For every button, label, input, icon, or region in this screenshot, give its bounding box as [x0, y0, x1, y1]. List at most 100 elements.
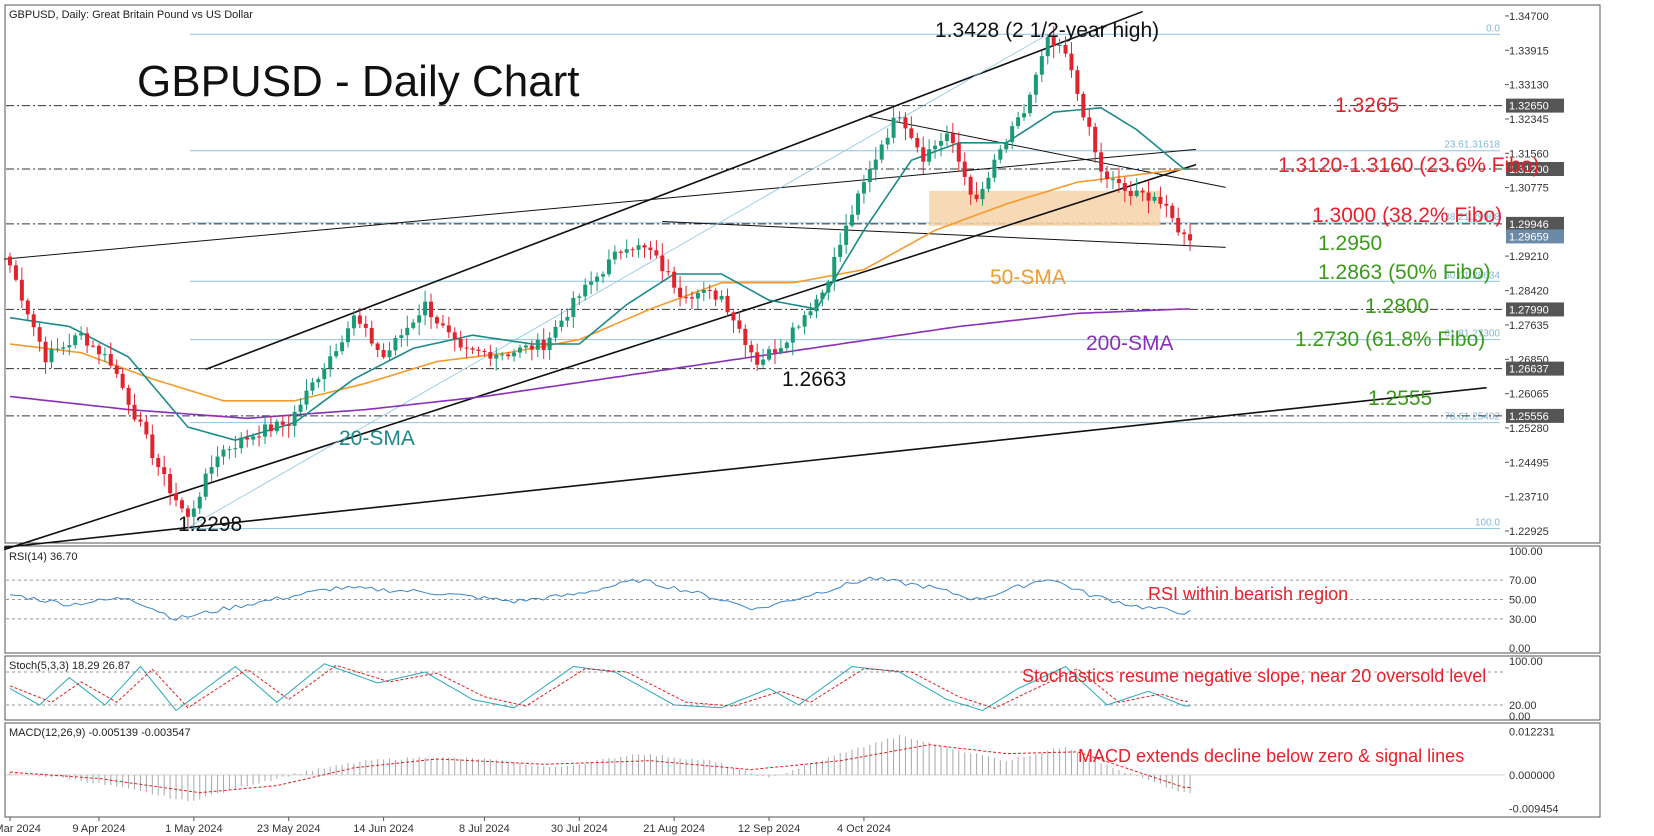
- candle-body: [494, 354, 499, 359]
- macd-annotation: MACD extends decline below zero & signal…: [1078, 746, 1464, 766]
- candle-body: [1170, 205, 1175, 218]
- candle-body: [618, 251, 623, 253]
- candle-body: [1152, 196, 1157, 201]
- y-tick-label: 1.29210: [1509, 251, 1549, 263]
- candle-body: [921, 147, 926, 162]
- candle-body: [595, 276, 600, 282]
- candle-body: [950, 133, 955, 144]
- candle-body: [992, 159, 997, 178]
- candle-body: [559, 320, 564, 327]
- candle-body: [239, 437, 244, 449]
- candle-body: [583, 284, 588, 297]
- macd-tick-label: 0.000000: [1509, 770, 1555, 782]
- candle-body: [1122, 183, 1127, 191]
- candle-body: [328, 356, 333, 369]
- candle-body: [340, 342, 345, 352]
- candle-body: [980, 188, 985, 200]
- candle-body: [701, 289, 706, 293]
- candle-body: [452, 332, 457, 339]
- price-highlight: [1506, 302, 1564, 317]
- candle-body: [672, 271, 677, 288]
- candle-body: [245, 437, 250, 440]
- candle-body: [903, 117, 908, 129]
- candle-body: [725, 295, 730, 313]
- candle-body: [601, 274, 605, 277]
- candle-body: [1093, 126, 1098, 153]
- x-tick-label: 21 Aug 2024: [643, 823, 705, 835]
- candle-body: [523, 345, 528, 348]
- macd-tick-label: -0.009454: [1509, 804, 1559, 816]
- candle-body: [446, 325, 451, 333]
- level-1-3265-label: 1.3265: [1335, 94, 1399, 117]
- candle-body: [500, 354, 505, 356]
- candle-body: [1075, 70, 1080, 94]
- sma50-line: [9, 168, 1191, 402]
- candle-body: [577, 296, 582, 298]
- level-fib50-label: 1.2863 (50% Fibo): [1318, 261, 1491, 284]
- candle-body: [879, 144, 884, 160]
- candle-body: [1099, 152, 1104, 172]
- candle-body: [132, 404, 137, 420]
- long-term-support-line: [3, 386, 1487, 549]
- candle-body: [719, 295, 724, 300]
- price-highlight: [1506, 229, 1564, 244]
- candle-body: [755, 352, 760, 365]
- candle-body: [678, 287, 683, 298]
- macd-signal-line: [9, 744, 1191, 794]
- y-tick-label: 1.24495: [1509, 457, 1549, 469]
- candle-body: [114, 365, 119, 374]
- candle-body: [939, 141, 944, 146]
- candle-body: [1010, 126, 1015, 143]
- candle-body: [203, 473, 208, 497]
- price-highlight-label: 1.25556: [1509, 411, 1549, 423]
- candle-body: [1027, 94, 1032, 114]
- candle-body: [168, 473, 173, 494]
- candle-body: [1158, 196, 1163, 204]
- candle-body: [844, 225, 849, 245]
- candle-body: [363, 323, 368, 328]
- candle-body: [933, 145, 938, 150]
- candle-body: [648, 247, 653, 251]
- candle-body: [737, 320, 742, 329]
- candle-body: [144, 421, 149, 435]
- candle-body: [867, 169, 872, 183]
- channel-resistance-line: [205, 10, 1143, 371]
- candle-body: [286, 424, 291, 426]
- candle-body: [174, 493, 179, 501]
- candle-body: [1081, 93, 1086, 118]
- candle-body: [1140, 190, 1145, 193]
- candle-body: [606, 259, 611, 275]
- candle-body: [660, 255, 665, 272]
- candle-body: [1128, 190, 1133, 196]
- candle-body: [19, 279, 24, 301]
- candle-body: [772, 349, 777, 353]
- candle-body: [707, 289, 712, 291]
- candle-body: [369, 327, 374, 344]
- candle-body: [512, 352, 517, 357]
- candle-body: [417, 315, 422, 323]
- y-tick-label: 1.25280: [1509, 423, 1549, 435]
- sma200-line: [9, 308, 1191, 420]
- candle-body: [1004, 142, 1009, 150]
- fib-label: 100.0: [1475, 518, 1500, 529]
- candle-body: [381, 349, 386, 358]
- candle-body: [322, 368, 327, 380]
- candle-body: [749, 344, 754, 353]
- candle-body: [535, 339, 540, 350]
- candle-body: [268, 424, 273, 432]
- candle-body: [405, 327, 410, 336]
- fib-label: 50.01.28634: [1444, 270, 1500, 281]
- candle-body: [1146, 192, 1151, 201]
- candle-body: [909, 128, 914, 138]
- candle-body: [387, 350, 392, 358]
- symbol-info: GBPUSD, Daily: Great Britain Pound vs US…: [9, 9, 253, 21]
- candle-body: [55, 348, 60, 350]
- candle-body: [185, 508, 190, 517]
- candle-body: [393, 337, 398, 351]
- candle-body: [197, 496, 202, 509]
- candle-body: [274, 421, 279, 432]
- y-tick-label: 1.23710: [1509, 492, 1549, 504]
- candle-body: [743, 328, 748, 345]
- candle-body: [96, 345, 101, 355]
